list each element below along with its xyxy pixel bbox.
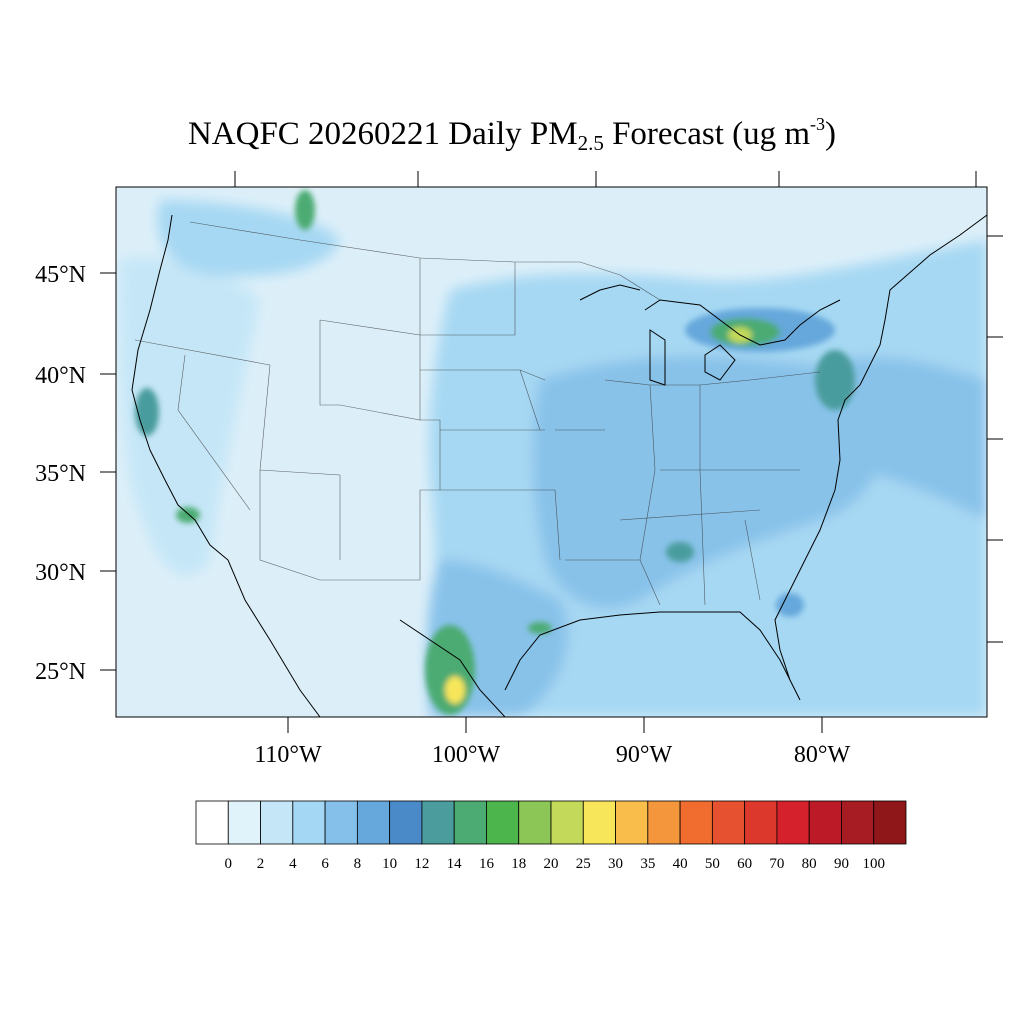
lat-label: 35°N <box>35 461 86 487</box>
title-superscript: -3 <box>810 114 826 134</box>
hotspot-idaho <box>295 190 315 230</box>
colorbar: 0 2 4 6 8 10 12 14 16 18 20 25 30 35 40 50 60 70 80 90 100 <box>195 800 907 872</box>
colorbar-label: 8 <box>354 856 362 872</box>
colorbar-swatch <box>195 800 229 845</box>
concentration-region-west-coast <box>119 257 260 576</box>
colorbar-label: 80 <box>802 856 817 872</box>
colorbar-swatch <box>873 800 907 845</box>
colorbar-swatch <box>808 800 842 845</box>
colorbar-swatch <box>615 800 649 845</box>
colorbar-swatch <box>356 800 391 845</box>
colorbar-swatch <box>744 800 778 845</box>
colorbar-label: 100 <box>862 856 885 872</box>
hotspot-florida <box>776 593 804 617</box>
title-subscript: 2.5 <box>577 131 604 155</box>
concentration-region-midwest <box>533 356 888 608</box>
concentration-region-pacific-nw <box>157 200 340 277</box>
colorbar-label: 70 <box>769 856 784 872</box>
colorbar-label: 10 <box>382 856 397 872</box>
lon-label: 100°W <box>432 742 501 768</box>
title-close: ) <box>825 116 837 152</box>
colorbar-swatch <box>647 800 681 845</box>
colorbar-label: 14 <box>447 856 463 872</box>
gulf-coastline <box>399 214 987 717</box>
colorbar-swatch <box>292 800 326 845</box>
colorbar-label: 4 <box>289 856 297 872</box>
map-frame <box>115 186 988 718</box>
colorbar-label: 2 <box>257 856 265 872</box>
title-after: Forecast (ug m <box>603 116 811 152</box>
colorbar-label: 12 <box>414 856 429 872</box>
state-boundaries <box>134 221 821 606</box>
figure-title: NAQFC 20260221 Daily PM2.5 Forecast (ug … <box>0 112 1024 156</box>
map-panel: 45°N 40°N 35°N 30°N 25°N 110°W 100°W 90°… <box>35 171 1003 768</box>
colorbar-swatch <box>776 800 810 845</box>
colorbar-swatch <box>324 800 358 845</box>
state-lines-central <box>419 258 640 561</box>
us-coastline <box>131 214 321 717</box>
hotspot-houston <box>528 622 552 634</box>
colorbar-swatch <box>486 800 520 845</box>
lat-label: 45°N <box>35 262 86 288</box>
hotspot-south-texas-peak <box>445 676 465 704</box>
colorbar-label: 35 <box>640 856 655 872</box>
hotspot-alabama <box>666 542 694 562</box>
colorbar-swatch <box>711 800 746 845</box>
colorbar-label: 40 <box>673 856 688 872</box>
lat-label: 40°N <box>35 363 86 389</box>
colorbar-swatch <box>550 800 584 845</box>
lon-label: 90°W <box>616 742 673 768</box>
concentration-region-atlantic <box>834 357 987 520</box>
colorbar-swatch <box>841 800 875 845</box>
colorbar-label: 16 <box>479 856 495 872</box>
hotspot-northeast-corridor <box>815 350 855 410</box>
colorbar-swatch <box>227 800 261 845</box>
colorbar-label: 6 <box>321 856 329 872</box>
lon-label: 80°W <box>794 742 851 768</box>
colorbar-swatch <box>421 800 455 845</box>
colorbar-swatch <box>679 800 713 845</box>
colorbar-label: 90 <box>834 856 849 872</box>
lat-label: 30°N <box>35 560 86 586</box>
colorbar-swatch <box>389 800 423 845</box>
map-ticks <box>100 171 1003 733</box>
pm25-concentration-field <box>119 190 987 717</box>
colorbar-label: 25 <box>576 856 591 872</box>
colorbar-label: 60 <box>737 856 752 872</box>
title-main: NAQFC 20260221 Daily PM <box>187 116 578 152</box>
colorbar-swatch <box>260 800 294 845</box>
colorbar-swatch <box>518 800 552 845</box>
lon-label: 110°W <box>254 742 322 768</box>
colorbar-swatch <box>453 800 487 845</box>
hotspot-sf-bay <box>135 388 159 436</box>
coastline-layer <box>131 214 987 717</box>
state-lines-east <box>604 371 821 606</box>
colorbar-label: 50 <box>705 856 720 872</box>
lat-label: 25°N <box>35 659 86 685</box>
colorbar-label: 18 <box>511 856 526 872</box>
hotspot-los-angeles <box>176 507 200 523</box>
colorbar-label: 30 <box>608 856 623 872</box>
colorbar-label: 0 <box>225 856 233 872</box>
colorbar-swatch <box>582 800 616 845</box>
state-lines-west <box>134 319 441 581</box>
colorbar-label: 20 <box>544 856 559 872</box>
